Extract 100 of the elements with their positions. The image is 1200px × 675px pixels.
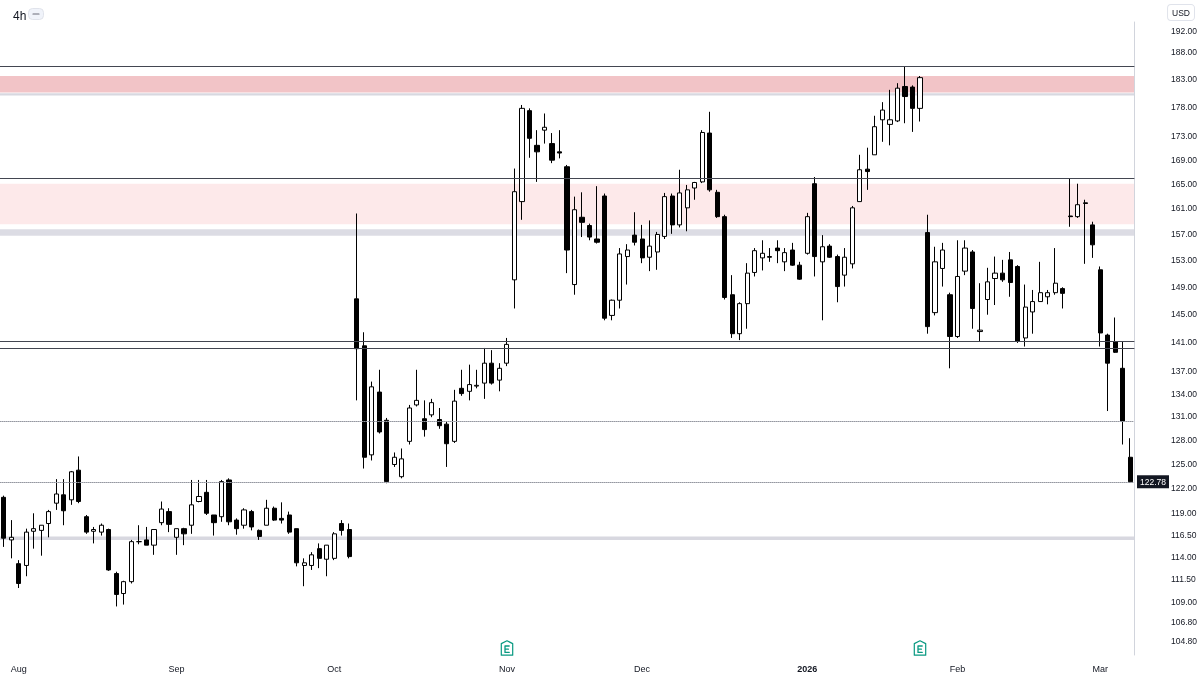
candlestick	[715, 189, 720, 219]
candlestick	[579, 191, 585, 238]
candlestick	[467, 364, 472, 401]
y-tick-label: 153.00	[1171, 254, 1198, 265]
candlestick	[1120, 341, 1125, 446]
candlestick	[775, 239, 780, 264]
candlestick	[211, 514, 217, 537]
ref-line-label: 122.78	[1140, 476, 1167, 487]
candlestick	[399, 447, 404, 479]
candlestick	[189, 479, 194, 535]
candlestick	[279, 501, 284, 525]
candlestick	[392, 451, 397, 468]
candlestick	[46, 509, 51, 538]
candlestick	[827, 243, 832, 259]
y-tick-label: 128.00	[1171, 434, 1198, 445]
candlestick	[895, 82, 900, 123]
y-tick-label: 119.00	[1171, 508, 1197, 519]
candlestick	[842, 247, 847, 288]
candlestick	[692, 181, 697, 201]
candlestick	[452, 389, 457, 444]
candlestick	[797, 261, 802, 281]
candlestick	[54, 478, 59, 511]
x-tick-label: Feb	[949, 663, 966, 674]
x-tick-label: Sep	[168, 663, 185, 674]
candlestick	[347, 523, 352, 559]
y-tick-label: 114.00	[1171, 551, 1197, 562]
candlestick	[121, 580, 126, 606]
candlestick	[557, 129, 562, 159]
candlestick	[39, 524, 44, 557]
candlestick	[662, 192, 667, 240]
candlestick	[865, 147, 870, 191]
y-tick-label: 131.00	[1171, 411, 1198, 422]
candlestick	[377, 369, 382, 434]
candlestick	[1060, 286, 1065, 309]
candlestick	[272, 506, 277, 522]
candlestick	[384, 417, 389, 484]
candlestick	[955, 239, 960, 339]
candlestick	[917, 75, 923, 122]
y-axis-title: USD	[1172, 7, 1191, 18]
candlestick	[940, 242, 945, 288]
candlestick	[309, 551, 314, 571]
candlestick	[902, 66, 908, 124]
y-tick-label: 149.00	[1171, 281, 1198, 292]
candlestick	[700, 129, 705, 184]
candlestick	[24, 528, 29, 577]
candlestick	[1008, 251, 1013, 298]
candlestick	[707, 111, 712, 193]
candlestick	[444, 420, 449, 468]
candlestick	[640, 224, 645, 264]
y-tick-label: 116.50	[1171, 529, 1197, 540]
candlestick	[106, 528, 111, 572]
y-tick-label: 104.80	[1171, 636, 1198, 647]
candlestick	[459, 369, 464, 397]
candlestick	[677, 169, 682, 228]
candlestick	[369, 381, 374, 461]
candlestick	[1083, 199, 1088, 265]
candlestick	[730, 274, 735, 339]
candlestick	[782, 247, 787, 272]
candlestick	[362, 331, 367, 470]
candlestick	[625, 243, 630, 286]
candlestick	[962, 239, 968, 276]
candlestick	[602, 193, 607, 321]
candlestick	[324, 544, 329, 577]
candlestick	[1053, 247, 1058, 296]
y-tick-label: 145.00	[1171, 309, 1198, 320]
candlestick	[204, 479, 209, 516]
candlestick	[174, 528, 179, 556]
candlestick	[234, 517, 239, 536]
candlestick	[1113, 317, 1118, 354]
candlestick	[61, 478, 66, 526]
y-tick-label: 137.00	[1171, 366, 1198, 377]
candlestick	[497, 362, 502, 392]
candlestick	[76, 455, 81, 504]
candlestick	[226, 477, 232, 526]
candlestick	[422, 399, 427, 438]
candlestick	[429, 398, 434, 418]
y-tick-label: 134.00	[1171, 388, 1198, 399]
candlestick	[617, 247, 622, 309]
candlestick	[1030, 289, 1035, 335]
x-tick-label: Mar	[1092, 663, 1108, 674]
candlestick	[151, 529, 157, 556]
candlestick	[790, 242, 795, 267]
candlestick	[932, 246, 938, 316]
y-tick-label: 169.00	[1171, 154, 1198, 165]
candlestick	[527, 107, 532, 159]
candlestick	[910, 84, 915, 133]
candlestick	[820, 234, 825, 321]
candlestick	[474, 369, 479, 389]
x-tick-label: Nov	[498, 663, 516, 674]
candlestick	[880, 101, 885, 143]
candlestick	[287, 511, 292, 535]
candlestick	[805, 212, 810, 256]
candlestick	[1, 495, 6, 548]
candlestick	[339, 519, 344, 537]
candlestick	[489, 349, 494, 386]
y-tick-label: 165.00	[1171, 178, 1198, 189]
y-tick-label: 173.00	[1171, 130, 1198, 141]
candlestick	[872, 115, 877, 156]
candlestick	[196, 479, 202, 503]
candlestick	[264, 499, 269, 526]
